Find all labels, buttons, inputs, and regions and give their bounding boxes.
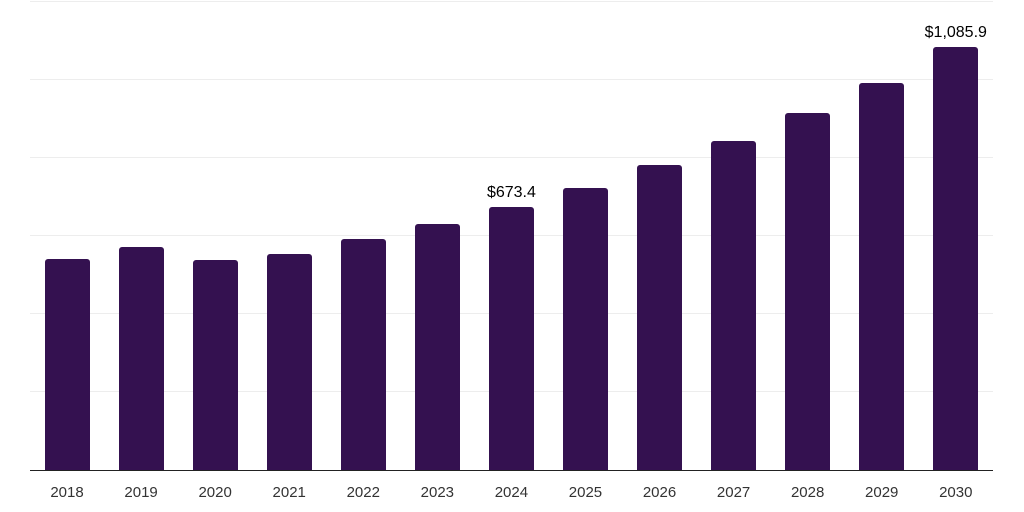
bar-2019	[118, 246, 164, 470]
x-tick-label-2029: 2029	[865, 484, 899, 501]
x-tick-label-2028: 2028	[790, 484, 825, 501]
bar-2024	[488, 207, 534, 470]
bar-2020	[192, 259, 238, 470]
x-tick-label-2022: 2022	[346, 484, 380, 501]
bar-2023	[414, 223, 460, 470]
bar-2027	[711, 140, 757, 470]
gridline-1200	[30, 1, 993, 2]
gridline-800	[30, 157, 993, 159]
bar-value-label-2030: $1,085.9	[924, 23, 987, 41]
bars-container: $673.4 $1,085.9	[30, 2, 993, 470]
bar-2018	[44, 258, 90, 470]
bar-cell-2021	[266, 2, 312, 470]
x-tick-label-2024: 2024	[494, 484, 529, 501]
bar-2030	[933, 46, 979, 470]
bar-2021	[266, 253, 312, 470]
bar-cell-2019	[118, 2, 164, 470]
bar-cell-2024: $673.4	[486, 2, 536, 470]
x-tick-label-2026: 2026	[642, 484, 677, 501]
x-tick-label-2019: 2019	[124, 484, 158, 501]
bar-2029	[859, 82, 905, 470]
bar-2028	[785, 112, 831, 470]
gridline-1000	[30, 79, 993, 80]
bar-cell-2028	[785, 2, 831, 470]
bar-value-label-2024: $673.4	[486, 184, 536, 202]
x-tick-label-2027: 2027	[716, 484, 751, 501]
x-tick-label-2030: 2030	[939, 484, 973, 501]
x-tick-label-2025: 2025	[568, 484, 603, 501]
bar-cell-2020	[192, 2, 238, 470]
bar-2026	[637, 165, 683, 470]
bar-cell-2023	[414, 2, 460, 470]
x-tick-label-2020: 2020	[198, 484, 232, 501]
bar-2022	[340, 239, 386, 470]
bar-cell-2029	[859, 2, 905, 470]
x-axis-line	[30, 469, 993, 471]
bar-cell-2027	[711, 2, 757, 470]
bar-2025	[562, 187, 608, 470]
x-tick-label-2018: 2018	[50, 484, 84, 501]
bar-cell-2018	[44, 2, 90, 470]
bar-cell-2030: $1,085.9	[925, 2, 987, 470]
x-axis-labels: 2018 2019 2020 2021 2022 2023 2024 2025 2026 2027…	[30, 472, 993, 512]
bar-cell-2025	[562, 2, 608, 470]
x-tick-label-2021: 2021	[272, 484, 306, 501]
x-tick-label-2023: 2023	[420, 484, 455, 501]
bar-cell-2026	[637, 2, 683, 470]
plot-area: $673.4 $1,085.9	[30, 1, 993, 471]
bar-cell-2022	[340, 2, 386, 470]
